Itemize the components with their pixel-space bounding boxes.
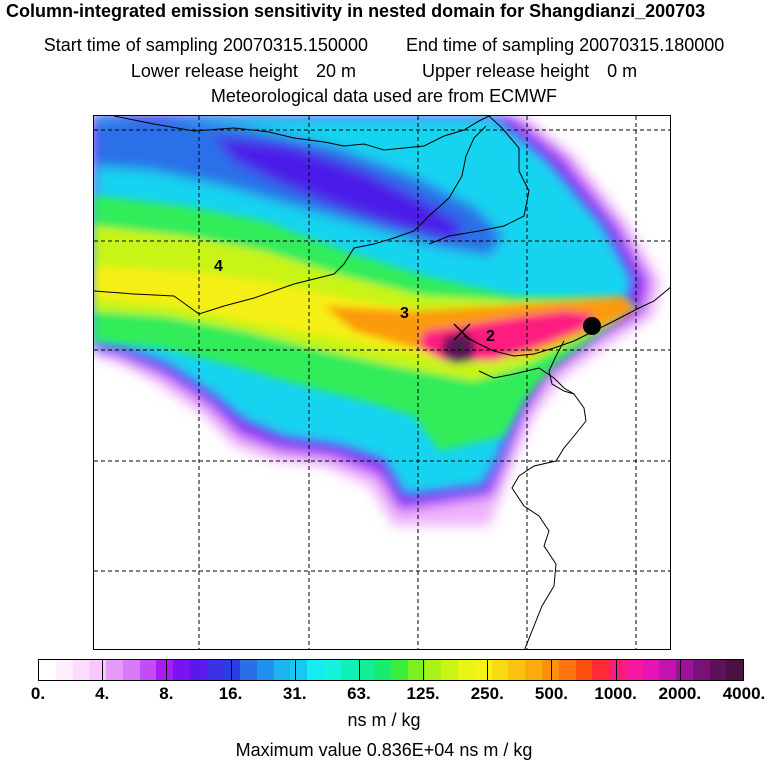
colorbar-ticks: 0. 4. 8. 16. 31. 63. 125. 250. 500. 1000. 2000. 400…	[0, 684, 768, 706]
met-data-line: Meteorological data used are from ECMWF	[210, 86, 558, 106]
lower-height-label: Lower release height	[130, 61, 298, 81]
start-time-value: 20070315.150000	[222, 35, 368, 55]
plume-dark-core	[442, 331, 476, 364]
colorbar-segment	[206, 660, 224, 680]
colorbar-segment	[273, 660, 291, 680]
colorbar-segment	[89, 660, 107, 680]
colorbar-tick-label: 8.	[159, 684, 174, 703]
colorbar-segment	[692, 660, 710, 680]
upper-height-label: Upper release height	[422, 61, 590, 81]
colorbar-divider	[423, 660, 425, 680]
end-time-value: 20070315.180000	[579, 35, 725, 55]
colorbar-divider	[615, 660, 617, 680]
colorbar-tick-label: 500.	[534, 684, 568, 703]
colorbar-segment	[709, 660, 727, 680]
colorbar-segment	[609, 660, 626, 680]
colorbar-segment	[441, 660, 459, 680]
colorbar-segment	[474, 660, 492, 680]
colorbar-divider	[551, 660, 553, 680]
colorbar-units: ns m / kg	[347, 710, 421, 730]
colorbar-segment	[592, 660, 610, 680]
colorbar-segment	[391, 660, 408, 680]
colorbar-tick-label: 4000.	[722, 684, 766, 703]
colorbar-segment	[39, 660, 56, 680]
max-value: 0.836E+04	[366, 740, 455, 760]
colorbar-segment	[357, 660, 375, 680]
region-label-2: 2	[486, 328, 495, 345]
region-label-4: 4	[214, 258, 223, 275]
release-height-line: Lower release height 20 m Upper release …	[0, 60, 768, 82]
maximum-value-line: Maximum value 0.836E+04 ns m / kg	[0, 740, 768, 761]
region-label-1: 1	[458, 340, 465, 355]
colorbar-segment	[558, 660, 576, 680]
colorbar-segment	[525, 660, 542, 680]
colorbar-tick-label: 16.	[218, 684, 243, 703]
start-time-label: Start time of sampling	[43, 35, 218, 55]
colorbar-divider	[679, 660, 681, 680]
colorbar-segment	[726, 660, 744, 680]
colorbar-segment	[240, 660, 257, 680]
colorbar-segment	[139, 660, 157, 680]
max-value-label: Maximum value	[235, 740, 362, 760]
colorbar-segment	[290, 660, 308, 680]
colorbar-segment	[156, 660, 174, 680]
colorbar-segment	[189, 660, 207, 680]
colorbar-segment	[324, 660, 341, 680]
colorbar-segment	[173, 660, 190, 680]
colorbar-divider	[487, 660, 489, 680]
colorbar-segment	[625, 660, 643, 680]
colorbar-tick-label: 4.	[95, 684, 110, 703]
colorbar-tick-label: 0.	[30, 684, 46, 703]
upper-height-value: 0 m	[607, 61, 638, 81]
colorbar-segment	[659, 660, 677, 680]
colorbar-segment	[642, 660, 660, 680]
colorbar-segment	[122, 660, 140, 680]
colorbar-tick-label: 63.	[347, 684, 371, 703]
colorbar-segment	[541, 660, 559, 680]
colorbar-divider	[230, 660, 232, 680]
colorbar-segment	[340, 660, 358, 680]
colorbar-divider	[358, 660, 360, 680]
plot-title: Column-integrated emission sensitivity i…	[6, 1, 706, 21]
colorbar-segment	[575, 660, 593, 680]
colorbar-segment	[374, 660, 392, 680]
map-canvas: 4 3 2 1	[94, 116, 670, 649]
sensitivity-map: 4 3 2 1	[93, 115, 671, 650]
colorbar-segment	[491, 660, 509, 680]
colorbar-tick-label: 2000.	[658, 684, 702, 703]
colorbar-tick-label: 125.	[406, 684, 440, 703]
colorbar	[38, 659, 744, 681]
station-marker	[583, 317, 601, 335]
colorbar-tick-label: 31.	[282, 684, 307, 703]
colorbar-tick-label: 1000.	[594, 684, 637, 703]
x-mark	[453, 323, 471, 341]
end-time-label: End time of sampling	[406, 35, 575, 55]
coastlines	[94, 116, 670, 649]
lower-height-value: 20 m	[315, 61, 356, 81]
colorbar-segment	[458, 660, 475, 680]
colorbar-segment	[307, 660, 325, 680]
colorbar-segment	[676, 660, 693, 680]
colorbar-segment	[223, 660, 241, 680]
colorbar-segment	[508, 660, 526, 680]
sampling-time-line: Start time of sampling 20070315.150000 E…	[0, 34, 768, 56]
colorbar-segment	[407, 660, 425, 680]
colorbar-divider	[166, 660, 168, 680]
plume-deep-blue	[214, 136, 464, 241]
colorbar-segment	[72, 660, 90, 680]
colorbar-segment	[256, 660, 274, 680]
colorbar-divider	[294, 660, 296, 680]
colorbar-divider	[102, 660, 104, 680]
region-label-3: 3	[400, 305, 409, 322]
colorbar-segment	[106, 660, 123, 680]
max-value-units: ns m / kg	[459, 740, 533, 760]
colorbar-segment	[424, 660, 442, 680]
colorbar-tick-label: 250.	[470, 684, 504, 703]
colorbar-segment	[55, 660, 73, 680]
